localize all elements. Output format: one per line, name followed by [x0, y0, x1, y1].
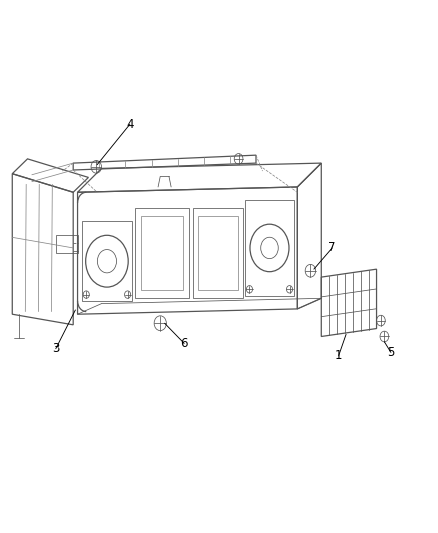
- Text: 1: 1: [335, 349, 343, 362]
- Text: 6: 6: [180, 337, 188, 350]
- Text: 7: 7: [328, 241, 336, 254]
- Text: 4: 4: [126, 118, 134, 131]
- Text: 3: 3: [52, 342, 60, 355]
- Text: 5: 5: [387, 346, 395, 359]
